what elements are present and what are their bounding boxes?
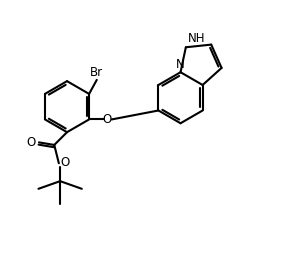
Text: O: O — [27, 136, 36, 149]
Text: NH: NH — [188, 32, 205, 45]
Text: Br: Br — [90, 66, 103, 79]
Text: N: N — [176, 58, 185, 71]
Text: O: O — [60, 156, 69, 169]
Text: O: O — [103, 113, 112, 126]
